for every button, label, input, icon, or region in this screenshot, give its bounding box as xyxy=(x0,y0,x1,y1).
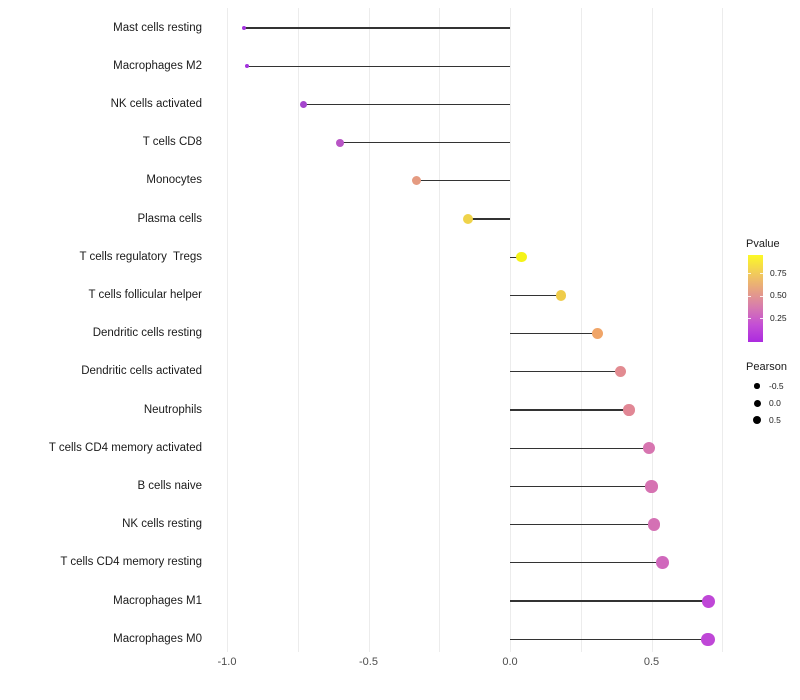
pearson-legend-label: 0.0 xyxy=(769,397,781,408)
lollipop-dot xyxy=(462,214,473,224)
x-tick-label: -1.0 xyxy=(217,656,237,668)
colorbar-tick xyxy=(760,318,763,319)
gridline xyxy=(227,8,228,652)
lollipop-dot xyxy=(555,290,567,301)
lollipop-stem xyxy=(340,141,510,144)
x-tick-label: -0.5 xyxy=(359,656,378,668)
pearson-legend-dot xyxy=(754,383,760,389)
lollipop-dot xyxy=(701,632,715,646)
lollipop-dot xyxy=(241,26,246,30)
pvalue-colorbar xyxy=(748,255,763,342)
colorbar-tick xyxy=(748,295,751,297)
colorbar-tick-label: 0.50 xyxy=(770,290,787,300)
lollipop-stem xyxy=(510,638,709,640)
colorbar-tick xyxy=(760,295,763,297)
lollipop-dot xyxy=(648,518,661,531)
lollipop-stem xyxy=(416,180,510,182)
lollipop-dot xyxy=(642,442,655,455)
colorbar-tick-label: 0.25 xyxy=(770,312,787,323)
lollipop-dot xyxy=(412,176,422,186)
lollipop-stem xyxy=(303,103,510,106)
row-label: T cells CD4 memory activated xyxy=(48,441,202,454)
gridline xyxy=(510,8,511,652)
pearson-legend-dot xyxy=(753,399,761,407)
lollipop-dot xyxy=(701,594,715,608)
row-label: Monocytes xyxy=(146,174,202,187)
pearson-legend-label: 0.5 xyxy=(769,414,781,425)
row-label: Mast cells resting xyxy=(113,21,202,34)
lollipop-dot xyxy=(614,366,627,378)
row-label: Macrophages M1 xyxy=(113,594,202,607)
lollipop-dot xyxy=(592,328,604,340)
x-tick-label: 0.5 xyxy=(643,656,660,668)
lollipop-stem xyxy=(510,371,621,373)
lollipop-dot xyxy=(656,556,670,570)
lollipop-stem xyxy=(510,600,709,602)
lollipop-stem xyxy=(510,332,598,335)
row-label: NK cells resting xyxy=(122,518,202,531)
lollipop-stem xyxy=(510,562,663,564)
gridline xyxy=(580,8,582,652)
gridline xyxy=(368,8,370,652)
row-label: T cells regulatory Tregs xyxy=(79,250,202,263)
lollipop-dot xyxy=(645,480,658,493)
row-label: Neutrophils xyxy=(143,403,202,416)
row-label: Macrophages M0 xyxy=(113,632,202,645)
colorbar-tick xyxy=(748,318,751,319)
pearson-legend-label: -0.5 xyxy=(769,380,784,391)
row-label: T cells follicular helper xyxy=(88,288,202,301)
lollipop-stem xyxy=(243,27,510,29)
colorbar-tick xyxy=(760,273,763,274)
row-label: Dendritic cells activated xyxy=(81,365,202,378)
row-label: Dendritic cells resting xyxy=(92,327,202,340)
pearson-legend-title: Pearson xyxy=(746,361,787,373)
row-label: Macrophages M2 xyxy=(113,59,202,72)
gridline xyxy=(297,8,299,652)
lollipop-stem xyxy=(510,523,655,526)
lollipop-dot xyxy=(244,63,250,69)
gridline xyxy=(439,8,441,652)
lollipop-dot xyxy=(336,138,345,147)
lollipop-dot xyxy=(516,251,527,263)
row-label: Plasma cells xyxy=(137,212,202,225)
lollipop-stem xyxy=(510,409,629,411)
row-label: B cells naive xyxy=(137,479,202,492)
lollipop-dot xyxy=(299,100,307,108)
colorbar-tick-label: 0.75 xyxy=(770,267,787,278)
lollipop-stem xyxy=(510,294,561,297)
lollipop-stem xyxy=(246,65,510,67)
lollipop-dot xyxy=(623,404,635,416)
gridline xyxy=(722,8,724,652)
row-label: NK cells activated xyxy=(110,97,202,110)
x-tick-label: 0.0 xyxy=(502,656,518,668)
gridline xyxy=(651,8,653,652)
lollipop-stem xyxy=(510,485,652,488)
lollipop-stem xyxy=(510,256,522,258)
row-label: T cells CD4 memory resting xyxy=(60,556,202,569)
row-label: T cells CD8 xyxy=(142,136,202,149)
pearson-legend-dot xyxy=(753,416,761,424)
lollipop-stem xyxy=(510,447,649,449)
pvalue-legend-title: Pvalue xyxy=(746,238,780,250)
colorbar-tick xyxy=(748,273,751,274)
lollipop-stem xyxy=(467,218,510,220)
